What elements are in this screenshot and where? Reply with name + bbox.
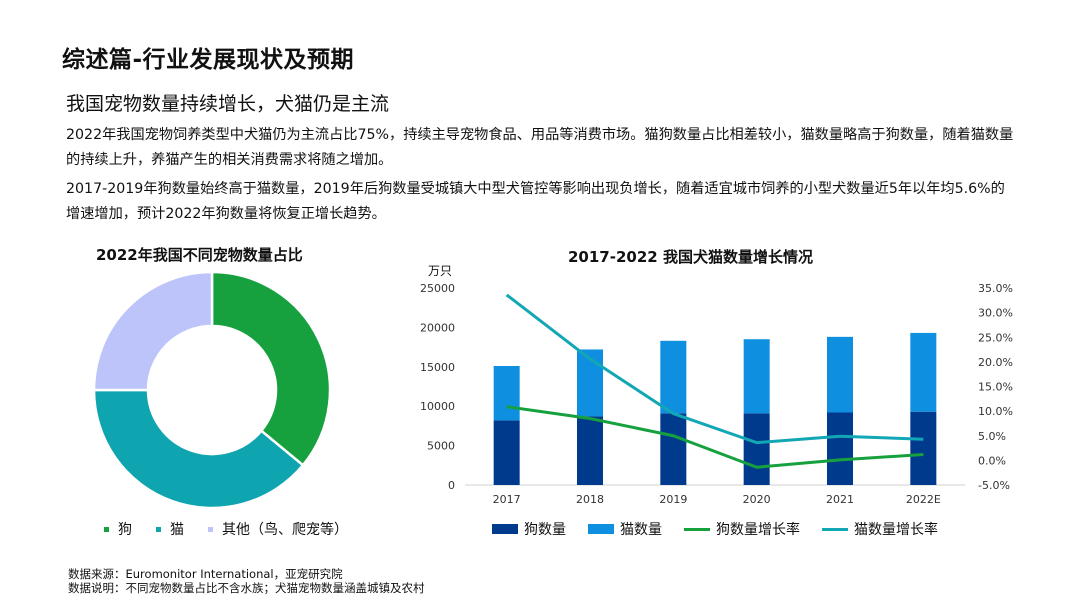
y-axis-unit: 万只 [428,264,452,278]
bar-legend-swatch-dog-count [492,524,518,534]
line-dog-growth [506,405,924,469]
y2-tick-label: 30.0% [978,307,1013,320]
bar-legend-item-cat-count: 猫数量 [588,519,662,539]
y2-tick-label: 20.0% [978,356,1013,369]
pie-legend-label-dog: 狗 [118,522,132,538]
page-title: 综述篇-行业发展现状及预期 [62,47,355,73]
summary-paragraph-2: 2017-2019年狗数量始终高于猫数量，2019年后狗数量受城镇大中型犬管控等… [66,181,1005,222]
y-tick-label: 10000 [420,400,455,413]
bar-legend-item-dog-growth: 狗数量增长率 [684,519,800,539]
y-tick-label: 0 [448,479,455,492]
bar-legend-swatch-cat-count [588,524,614,534]
bar-cat-count [827,336,853,413]
bar-chart-title: 2017-2022 我国犬猫数量增长情况 [568,248,813,266]
pie-legend-label-cat: 猫 [170,522,184,538]
data-source-note: 数据来源：Euromonitor International，亚宠研究院 [68,567,343,581]
y2-tick-label: 35.0% [978,282,1013,295]
bar-cat-count [743,339,770,414]
bar-legend-item-dog-count: 狗数量 [492,519,566,539]
footnotes: 数据来源：Euromonitor International，亚宠研究院 数据说… [68,567,425,595]
x-tick-label: 2017 [493,493,521,506]
y-tick-label: 20000 [420,321,455,334]
bar-legend-item-cat-growth: 猫数量增长率 [822,519,938,539]
y2-tick-label: 25.0% [978,331,1013,344]
x-tick-label: 2020 [743,493,771,506]
data-description-note: 数据说明：不同宠物数量占比不含水族；犬猫宠物数量涵盖城镇及农村 [68,581,425,595]
y2-tick-label: -5.0% [978,479,1010,492]
pie-legend-item-other: 其他（鸟、爬宠等） [208,519,348,539]
bar-dog-count [910,411,937,485]
pie-legend-item-dog: 狗 [104,519,132,539]
y-tick-label: 5000 [427,440,455,453]
pie-legend-swatch-other [208,526,213,532]
pie-legend-swatch-dog [104,526,109,532]
bar-dog-count [743,413,770,485]
bar-legend-label-cat-count: 猫数量 [620,522,662,538]
x-tick-label: 2022E [906,493,941,506]
y2-tick-label: 0.0% [978,454,1006,467]
bar-legend-label-dog-growth: 狗数量增长率 [716,522,800,538]
bar-legend-label-dog-count: 狗数量 [524,522,566,538]
pie-legend: 狗 猫 其他（鸟、爬宠等） [104,519,348,539]
pie-legend-item-cat: 猫 [156,519,184,539]
summary-paragraph-1: 2022年我国宠物饲养类型中犬猫仍为主流占比75%，持续主导宠物食品、用品等消费… [66,127,1014,168]
pie-legend-swatch-cat [156,526,161,532]
bar-dog-count [827,412,853,485]
bar-legend: 狗数量 猫数量 狗数量增长率 猫数量增长率 [492,519,938,539]
bar-dog-count [493,420,520,485]
bar-legend-label-cat-growth: 猫数量增长率 [854,522,938,538]
y2-tick-label: 5.0% [978,430,1006,443]
y-tick-label: 15000 [420,361,455,374]
y2-tick-label: 15.0% [978,381,1013,394]
y2-tick-label: 10.0% [978,405,1013,418]
pie-slice-cat [92,388,305,510]
y-tick-label: 25000 [420,282,455,295]
bar-line-chart: 万只 0 5000 10000 15000 20000 25000 -5.0% 0.0% 5.0%… [420,264,1013,506]
pie-chart [92,270,332,510]
bar-cat-count [493,366,520,421]
bar-dog-count [577,416,603,485]
x-tick-label: 2021 [826,493,854,506]
pie-legend-label-other: 其他（鸟、爬宠等） [222,522,348,538]
pie-slice-other [92,270,214,392]
pie-chart-title: 2022年我国不同宠物数量占比 [96,246,303,264]
pie-slice-dog [210,270,332,467]
bar-legend-swatch-dog-growth [684,527,710,531]
page-subtitle: 我国宠物数量持续增长，犬猫仍是主流 [66,93,390,115]
bar-legend-swatch-cat-growth [822,527,848,531]
x-tick-label: 2018 [576,493,604,506]
line-cat-growth [505,293,924,445]
bar-dog-count [660,413,687,485]
x-tick-label: 2019 [659,493,687,506]
bar-cat-count [910,332,937,412]
bar-cat-count [660,340,687,414]
